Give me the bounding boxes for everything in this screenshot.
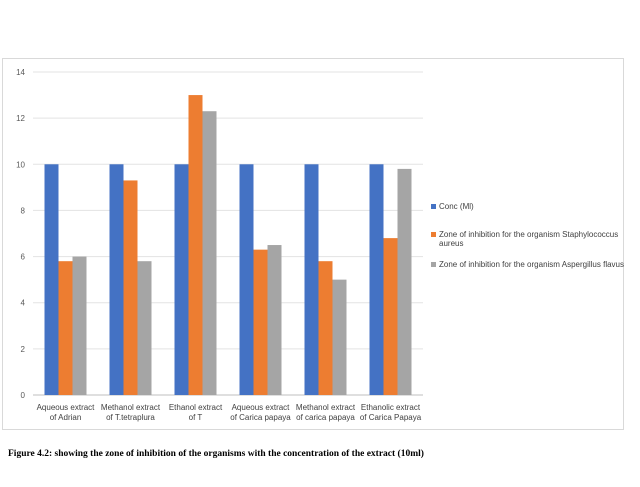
legend-label: Conc (Ml) bbox=[439, 202, 474, 211]
x-category-label: Ethanol extract of T bbox=[169, 403, 223, 422]
legend-label: Zone of inhibition for the organism Aspe… bbox=[439, 260, 624, 269]
bar-series-2 bbox=[253, 249, 268, 395]
bar-series-3 bbox=[332, 279, 347, 395]
bar-series-3 bbox=[137, 261, 152, 395]
legend-swatch bbox=[431, 262, 436, 267]
bar-series-1 bbox=[174, 164, 189, 395]
bar-chart: 0 2 4 6 8 10 12 14 Aqueous extract of Adrian Metha… bbox=[16, 68, 624, 422]
bar-series-2 bbox=[188, 95, 203, 396]
bar-series-3 bbox=[202, 111, 217, 395]
x-category-label: Aqueous extract of Carica papaya bbox=[230, 403, 291, 422]
y-tick-label: 8 bbox=[21, 206, 26, 215]
x-category-label: Ethanolic extract of Carica Papaya bbox=[360, 403, 422, 422]
bar-series-1 bbox=[369, 164, 384, 395]
x-category-label: Aqueous extract of Adrian bbox=[37, 403, 96, 422]
legend-swatch bbox=[431, 204, 436, 209]
bar-series-1 bbox=[304, 164, 319, 395]
y-tick-label: 10 bbox=[16, 160, 25, 169]
legend-swatch bbox=[431, 232, 436, 237]
bar-series-2 bbox=[58, 261, 73, 395]
y-tick-label: 14 bbox=[16, 68, 25, 77]
y-tick-label: 4 bbox=[21, 299, 26, 308]
bar-series-1 bbox=[239, 164, 254, 395]
bar-series-1 bbox=[109, 164, 124, 395]
bar-series-2 bbox=[318, 261, 333, 395]
x-category-label: Methanol extract of carica papaya bbox=[296, 403, 356, 422]
legend-label: Zone of inhibition for the organism Stap… bbox=[439, 230, 618, 248]
y-tick-label: 12 bbox=[16, 114, 25, 123]
figure-caption: Figure 4.2: showing the zone of inhibiti… bbox=[8, 449, 424, 459]
bar-series-1 bbox=[44, 164, 59, 395]
bar-series-2 bbox=[383, 238, 398, 395]
bar-series-3 bbox=[267, 245, 282, 395]
y-tick-label: 0 bbox=[21, 391, 26, 400]
x-category-label: Methanol extract of T.tetraplura bbox=[101, 403, 161, 422]
y-tick-label: 2 bbox=[21, 345, 26, 354]
chart-area: 0 2 4 6 8 10 12 14 Aqueous extract of Adrian Metha… bbox=[2, 58, 624, 430]
bar-series-3 bbox=[397, 168, 412, 395]
bar-series-2 bbox=[123, 180, 138, 395]
y-tick-label: 6 bbox=[21, 253, 26, 262]
bar-series-3 bbox=[72, 256, 87, 395]
